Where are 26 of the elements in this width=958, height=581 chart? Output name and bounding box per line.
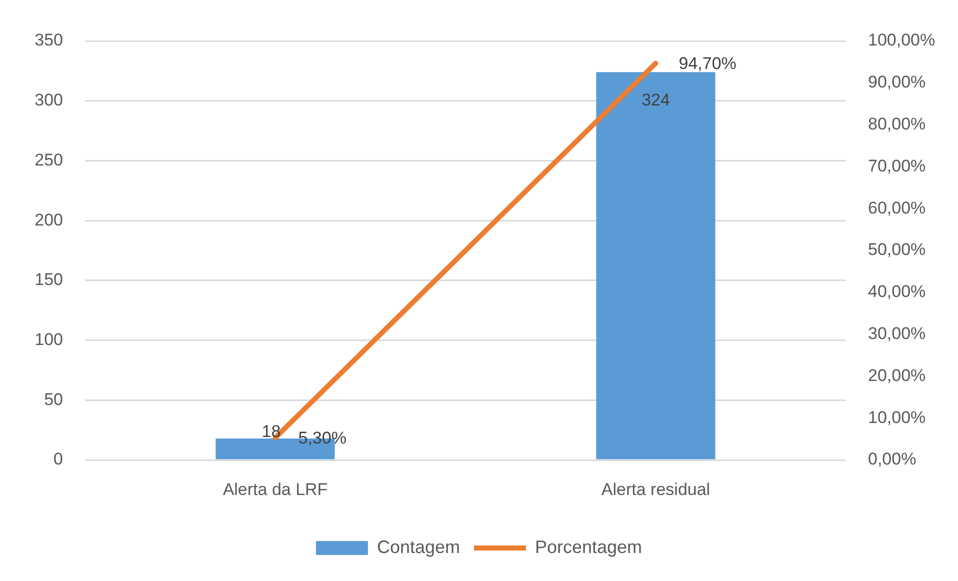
y-tick-label: 350 [34, 30, 63, 50]
y2-tick-label: 90,00% [868, 72, 926, 92]
y2-tick-label: 100,00% [868, 30, 936, 50]
data-label: 324 [642, 90, 670, 110]
y2-tick-label: 60,00% [868, 198, 926, 218]
y2-tick-label: 30,00% [868, 324, 926, 343]
y-tick-label: 0 [54, 450, 63, 469]
y-tick-label: 100 [34, 330, 63, 349]
y2-tick-label: 70,00% [868, 156, 926, 176]
data-label: 18 [262, 422, 281, 442]
x-tick-label: Alerta residual [601, 480, 710, 499]
y2-tick-label: 20,00% [868, 366, 926, 385]
x-tick-label: Alerta da LRF [222, 480, 328, 499]
data-label: 94,70% [678, 54, 736, 73]
y-tick-label: 300 [34, 90, 63, 110]
y-tick-label: 250 [34, 150, 63, 170]
y2-tick-label: 10,00% [868, 408, 926, 427]
legend-label: Contagem [376, 536, 460, 557]
y2-tick-label: 80,00% [868, 114, 926, 134]
legend-label: Porcentagem [534, 536, 642, 557]
y2-tick-label: 40,00% [868, 282, 926, 302]
y-tick-label: 150 [34, 270, 63, 290]
y-tick-label: 200 [34, 210, 63, 230]
y-tick-label: 50 [44, 390, 63, 409]
y2-tick-label: 50,00% [868, 240, 926, 260]
y2-tick-label: 0,00% [868, 450, 916, 469]
